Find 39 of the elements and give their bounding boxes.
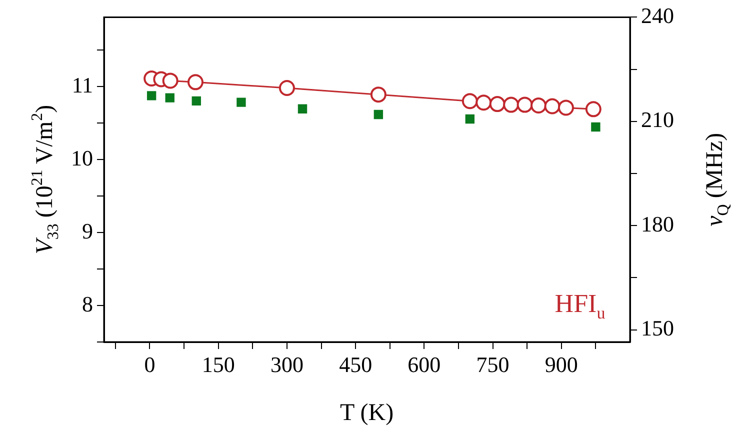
x-tick-label: 600 bbox=[408, 352, 441, 377]
point bbox=[558, 100, 574, 116]
y-tick-label: 9 bbox=[82, 218, 93, 244]
point bbox=[585, 101, 602, 118]
x-tick-label: 150 bbox=[202, 352, 235, 377]
y2-tick-label: 210 bbox=[641, 107, 674, 132]
y-tick-label: 8 bbox=[82, 291, 93, 316]
point bbox=[165, 93, 174, 102]
x-tick-label: 450 bbox=[339, 352, 372, 377]
y2-axis-title: νQ (MHz) bbox=[702, 132, 732, 226]
x-tick-label: 300 bbox=[270, 352, 304, 377]
point bbox=[503, 96, 520, 113]
x-tick-label: 0 bbox=[144, 352, 156, 377]
point bbox=[370, 86, 386, 103]
point bbox=[162, 72, 178, 89]
point bbox=[516, 96, 533, 113]
point bbox=[187, 74, 204, 90]
x-tick-label: 750 bbox=[476, 352, 510, 377]
point bbox=[465, 114, 475, 124]
point bbox=[476, 94, 492, 111]
y-tick-label: 10 bbox=[71, 145, 93, 170]
point bbox=[530, 98, 547, 114]
point bbox=[462, 93, 478, 110]
point bbox=[192, 96, 201, 106]
point bbox=[146, 91, 156, 100]
point bbox=[489, 96, 506, 112]
x-tick-label: 900 bbox=[544, 352, 578, 377]
y-axis-title: V33 (1021 V/m2) bbox=[28, 104, 62, 254]
point bbox=[544, 98, 560, 114]
point bbox=[278, 80, 295, 96]
y2-tick-label: 150 bbox=[641, 316, 674, 341]
point bbox=[298, 104, 308, 114]
y2-tick-label: 240 bbox=[641, 2, 674, 28]
y-tick-label: 11 bbox=[72, 72, 93, 98]
point bbox=[374, 110, 384, 120]
point bbox=[236, 98, 246, 107]
point bbox=[591, 122, 600, 132]
y2-tick-label: 180 bbox=[641, 211, 674, 236]
x-axis-title: T (K) bbox=[340, 400, 394, 426]
